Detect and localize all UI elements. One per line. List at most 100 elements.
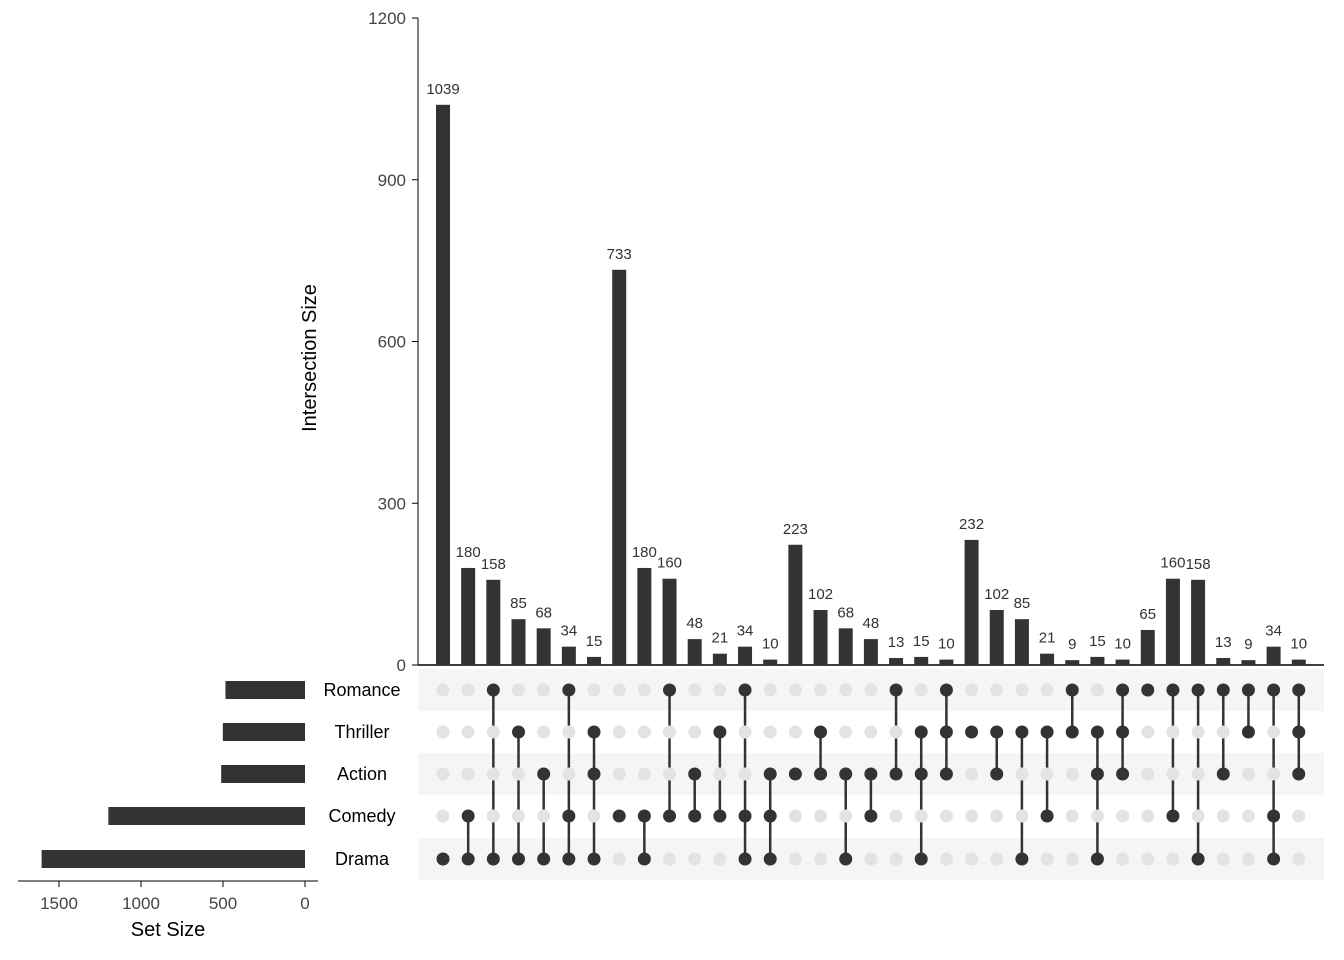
- intersection-bar: [788, 544, 803, 665]
- matrix-dot-filled: [713, 725, 727, 739]
- matrix-dot-filled: [1116, 725, 1130, 739]
- matrix-dot-empty: [914, 809, 928, 823]
- matrix-dot-empty: [839, 725, 853, 739]
- intersection-bar-label: 733: [607, 246, 632, 263]
- matrix-dot-empty: [788, 852, 802, 866]
- matrix-dot-empty: [1191, 809, 1205, 823]
- matrix-dot-empty: [1216, 852, 1230, 866]
- intersection-bar-label: 48: [686, 615, 703, 632]
- matrix-dot-filled: [939, 767, 953, 781]
- intersection-bar: [838, 628, 853, 665]
- matrix-dot-empty: [461, 683, 475, 697]
- matrix-dot-empty: [814, 683, 828, 697]
- intersection-bar: [1266, 646, 1281, 665]
- intersection-bar-label: 10: [938, 636, 955, 653]
- intersection-bar-label: 102: [808, 586, 833, 603]
- matrix-dot-empty: [990, 683, 1004, 697]
- set-size-bar: [225, 681, 305, 699]
- matrix-dot-filled: [1090, 767, 1104, 781]
- matrix-dot-filled: [914, 725, 928, 739]
- matrix-dot-empty: [512, 767, 526, 781]
- intersection-bar-label: 9: [1244, 636, 1252, 653]
- matrix-dot-empty: [637, 767, 651, 781]
- intersection-bar: [461, 567, 476, 665]
- matrix-dot-filled: [537, 852, 551, 866]
- matrix-dot-filled: [1015, 725, 1029, 739]
- matrix-dot-empty: [612, 725, 626, 739]
- intersection-bar: [511, 619, 526, 665]
- intersection-bar-label: 180: [456, 544, 481, 561]
- matrix-dot-empty: [663, 725, 677, 739]
- intersection-bar: [436, 104, 450, 665]
- matrix-dot-empty: [486, 725, 500, 739]
- matrix-dot-empty: [1191, 725, 1205, 739]
- matrix-dot-filled: [1241, 725, 1255, 739]
- y-tick-label: 300: [378, 494, 406, 513]
- matrix-dot-filled: [612, 809, 626, 823]
- matrix-dot-empty: [587, 683, 601, 697]
- matrix-dot-filled: [1292, 767, 1306, 781]
- matrix-dot-empty: [486, 809, 500, 823]
- matrix-dot-empty: [1040, 683, 1054, 697]
- matrix-dot-filled: [436, 852, 450, 866]
- matrix-dot-empty: [1267, 767, 1281, 781]
- matrix-dot-empty: [713, 683, 727, 697]
- matrix-dot-filled: [688, 767, 702, 781]
- matrix-dot-empty: [1065, 767, 1079, 781]
- matrix-dot-filled: [1267, 809, 1281, 823]
- set-size-tick-label: 500: [209, 894, 237, 913]
- intersection-bar-label: 10: [1290, 636, 1307, 653]
- matrix-dot-empty: [1166, 725, 1180, 739]
- matrix-dot-filled: [763, 767, 777, 781]
- matrix-dot-empty: [814, 852, 828, 866]
- matrix-dot-empty: [436, 767, 450, 781]
- matrix-dot-empty: [990, 809, 1004, 823]
- intersection-bar-label: 15: [913, 633, 930, 650]
- intersection-bar-label: 158: [481, 556, 506, 573]
- matrix-dot-filled: [1267, 852, 1281, 866]
- matrix-dot-empty: [512, 683, 526, 697]
- matrix-dot-filled: [461, 809, 475, 823]
- matrix-dot-empty: [1040, 767, 1054, 781]
- intersection-bar: [738, 646, 753, 665]
- intersection-bar: [587, 656, 602, 665]
- matrix-dot-filled: [486, 683, 500, 697]
- intersection-bar-label: 85: [1014, 595, 1031, 612]
- matrix-dot-filled: [738, 683, 752, 697]
- matrix-dot-empty: [1216, 809, 1230, 823]
- matrix-dot-filled: [864, 809, 878, 823]
- matrix-dot-empty: [1141, 767, 1155, 781]
- y-tick-label: 600: [378, 333, 406, 352]
- matrix-dot-filled: [637, 809, 651, 823]
- intersection-bar: [914, 656, 929, 665]
- matrix-dot-empty: [461, 767, 475, 781]
- y-tick-label: 900: [378, 171, 406, 190]
- matrix-dot-empty: [763, 725, 777, 739]
- y-tick-label: 1200: [368, 9, 406, 28]
- matrix-dot-filled: [537, 767, 551, 781]
- matrix-dot-empty: [965, 809, 979, 823]
- matrix-dot-empty: [436, 809, 450, 823]
- intersection-bar: [763, 659, 778, 665]
- matrix-dot-empty: [1241, 809, 1255, 823]
- matrix-dot-empty: [436, 725, 450, 739]
- intersection-bar-label: 21: [712, 630, 729, 647]
- intersection-bar: [637, 567, 652, 665]
- intersection-bar-label: 9: [1068, 636, 1076, 653]
- set-size-bar: [222, 723, 305, 741]
- matrix-dot-empty: [688, 852, 702, 866]
- intersection-bar: [486, 579, 501, 665]
- matrix-dot-filled: [864, 767, 878, 781]
- matrix-dot-filled: [663, 683, 677, 697]
- matrix-dot-empty: [839, 809, 853, 823]
- matrix-dot-filled: [914, 767, 928, 781]
- matrix-dot-empty: [1216, 725, 1230, 739]
- matrix-dot-filled: [1191, 683, 1205, 697]
- intersection-bar-label: 1039: [426, 81, 459, 98]
- matrix-dot-empty: [814, 809, 828, 823]
- matrix-dot-empty: [738, 725, 752, 739]
- intersection-bar: [863, 639, 878, 665]
- matrix-dot-empty: [1040, 852, 1054, 866]
- matrix-dot-empty: [537, 683, 551, 697]
- set-size-bar: [108, 807, 305, 825]
